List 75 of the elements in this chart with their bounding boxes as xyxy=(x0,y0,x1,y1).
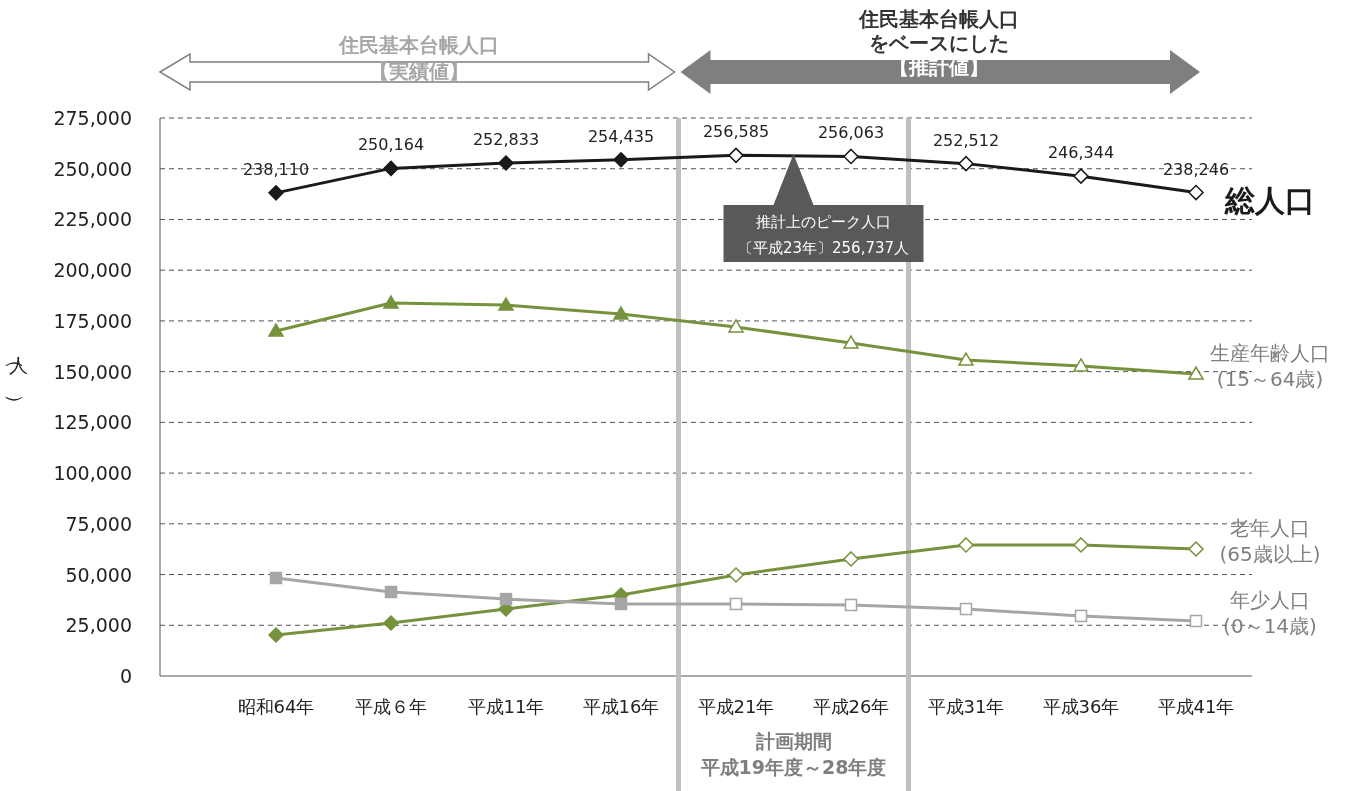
y-tick-label: 100,000 xyxy=(53,462,132,485)
y-tick-label: 275,000 xyxy=(53,107,132,129)
x-tick-label: 昭和64年 xyxy=(237,696,315,717)
series-label: 老年人口 (65歳以上) xyxy=(1219,515,1321,566)
data-label: 254,435 xyxy=(587,126,655,146)
y-tick-label: 150,000 xyxy=(53,360,132,383)
series-label: 生産年齢人口 (15～64歳) xyxy=(1210,341,1330,392)
point xyxy=(613,306,629,320)
point xyxy=(268,323,284,337)
point xyxy=(499,592,513,606)
text: 計画期間 xyxy=(754,730,832,752)
x-tick-label: 平成21年 xyxy=(697,696,775,717)
data-label: 252,833 xyxy=(472,129,540,149)
point xyxy=(843,335,859,349)
point xyxy=(958,537,974,553)
series-label: 総人口 xyxy=(1224,182,1315,218)
y-tick-label: 200,000 xyxy=(53,259,132,282)
point xyxy=(728,147,744,164)
point xyxy=(614,597,628,611)
data-label: 238,110 xyxy=(242,159,310,179)
data-label: 250,164 xyxy=(357,135,425,155)
point xyxy=(268,627,284,643)
y-tick-label: 0 xyxy=(119,665,132,687)
point xyxy=(728,319,744,333)
data-label: 238,246 xyxy=(1162,159,1230,179)
x-tick-label: 平成16年 xyxy=(582,696,660,717)
text: 【実績値】 xyxy=(369,59,470,83)
x-tick-label: 平成６年 xyxy=(355,696,427,717)
y-tick-label: 250,000 xyxy=(53,157,132,180)
point xyxy=(729,597,743,611)
point xyxy=(383,295,399,309)
x-tick-label: 平成26年 xyxy=(812,696,890,717)
point xyxy=(843,551,859,567)
point xyxy=(1074,609,1088,623)
text: 住民基本台帳人口 xyxy=(858,7,1020,31)
point xyxy=(843,148,859,165)
point xyxy=(1073,537,1089,553)
point xyxy=(269,571,283,585)
y-tick-label: 50,000 xyxy=(65,563,132,586)
x-tick-label: 平成41年 xyxy=(1157,696,1235,717)
point xyxy=(383,615,399,631)
point xyxy=(1188,184,1204,201)
text: 住民基本台帳人口 xyxy=(338,33,500,57)
data-label: 246,344 xyxy=(1047,143,1115,163)
point xyxy=(958,352,974,366)
x-tick-label: 平成36年 xyxy=(1042,696,1120,717)
data-label: 256,585 xyxy=(702,122,770,142)
point xyxy=(1073,168,1089,184)
y-tick-label: 75,000 xyxy=(65,512,132,535)
point xyxy=(844,598,858,612)
point xyxy=(1188,366,1204,380)
y-tick-label: 225,000 xyxy=(53,208,132,231)
annotation: 〔平成23年〕256,737人 xyxy=(737,239,910,257)
point xyxy=(498,297,514,311)
point xyxy=(1189,614,1203,628)
point xyxy=(498,155,514,171)
text: 平成19年度～28年度 xyxy=(699,756,887,778)
point xyxy=(1188,541,1204,557)
y-tick-label: 25,000 xyxy=(65,614,132,637)
point xyxy=(268,185,284,201)
data-label: 256,063 xyxy=(817,123,885,143)
x-tick-label: 平成11年 xyxy=(467,696,545,717)
point xyxy=(1073,358,1089,372)
y-tick-label: 175,000 xyxy=(53,309,132,332)
annotation: 推計上のピーク人口 xyxy=(756,213,891,231)
point xyxy=(958,155,974,172)
point xyxy=(613,151,629,168)
point xyxy=(728,567,744,583)
point xyxy=(384,585,398,599)
x-tick-label: 平成31年 xyxy=(927,696,1005,717)
data-label: 252,512 xyxy=(932,130,1000,150)
point xyxy=(383,160,399,177)
point xyxy=(959,602,973,616)
text: をベースにした xyxy=(869,31,1010,55)
y-tick-label: 125,000 xyxy=(53,411,132,434)
